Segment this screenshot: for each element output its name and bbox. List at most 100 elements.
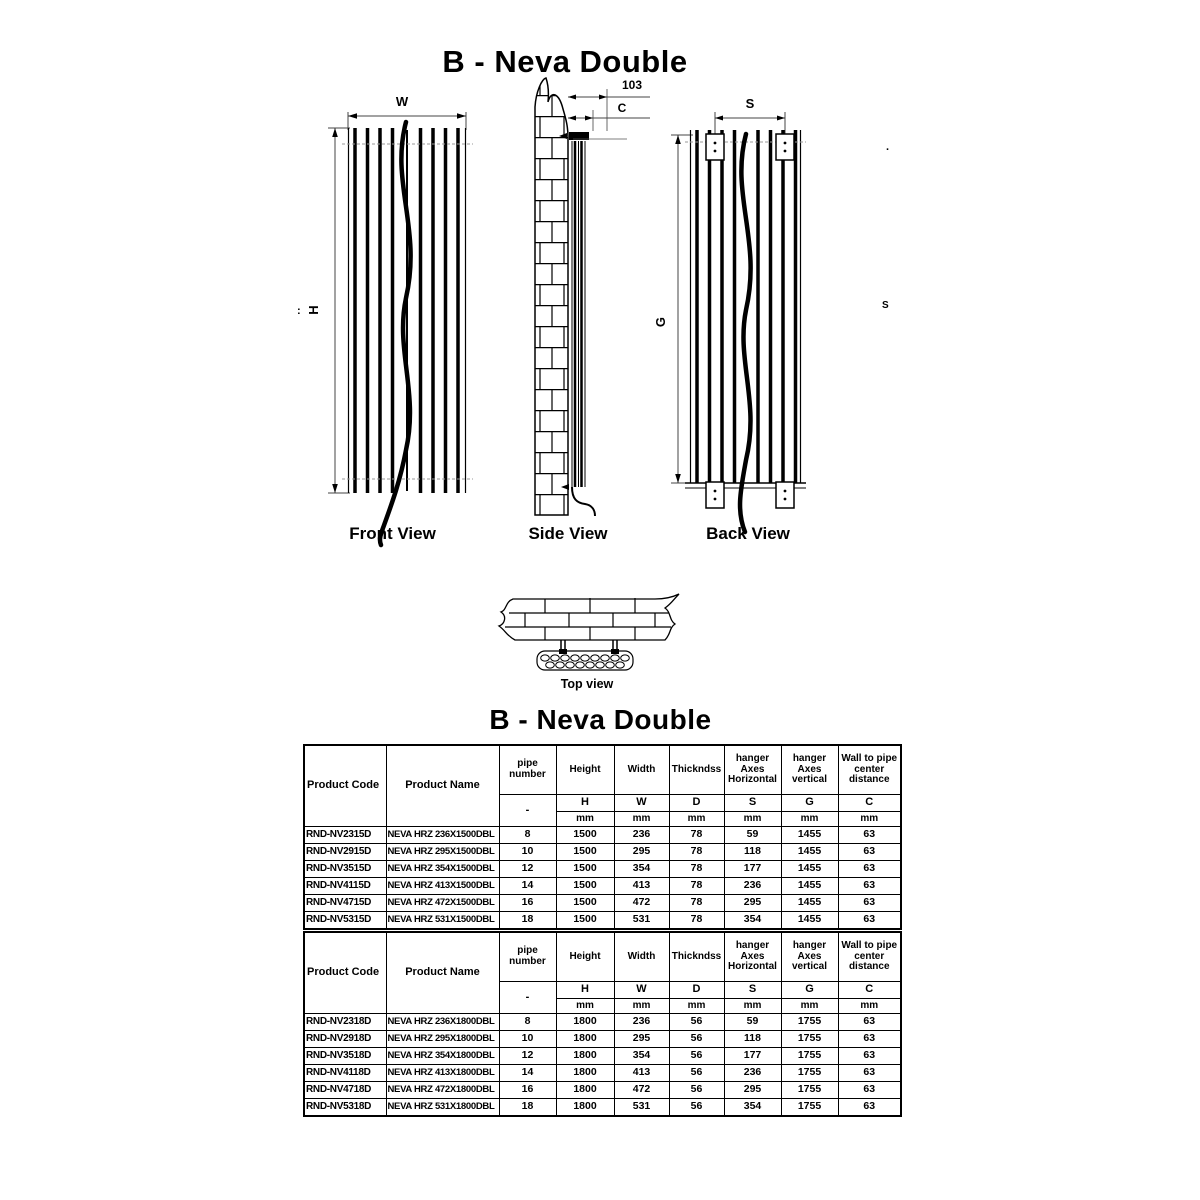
value-cell: 14 (498, 877, 557, 895)
value-cell: 10 (498, 843, 557, 861)
value-cell: 1455 (780, 894, 839, 912)
unit-header: mm (723, 811, 782, 827)
value-cell: 56 (668, 1013, 725, 1031)
product-code-cell: RND-NV2315D (303, 826, 387, 844)
value-cell: 56 (668, 1064, 725, 1082)
product-code-header: Product Code (303, 931, 387, 1014)
value-cell: 295 (723, 1081, 782, 1099)
pipe-number-symbol: - (498, 794, 557, 827)
value-cell: 236 (723, 1064, 782, 1082)
front-height-dim-label: H (306, 305, 321, 314)
value-cell: 1800 (555, 1081, 615, 1099)
value-cell: 63 (837, 894, 902, 912)
symbol-header: G (780, 794, 839, 812)
value-cell: 63 (837, 911, 902, 930)
unit-header: mm (613, 811, 670, 827)
drawing-title: B - Neva Double (442, 44, 688, 79)
value-cell: 63 (837, 1098, 902, 1117)
column-header: Wall to pipe center distance (837, 931, 902, 982)
table-row: RND-NV5318D NEVA HRZ 531X1800DBL 18 1800 531… (303, 1098, 902, 1117)
back-hanger-height-label: G (655, 317, 668, 327)
side-wall-center-dim-label: C (618, 101, 627, 115)
value-cell: 354 (723, 911, 782, 930)
value-cell: 236 (613, 1013, 670, 1031)
value-cell: 413 (613, 877, 670, 895)
product-code-header: Product Code (303, 744, 387, 827)
product-name-header: Product Name (385, 931, 500, 1014)
table-row: RND-NV4118D NEVA HRZ 413X1800DBL 14 1800 413… (303, 1064, 902, 1082)
value-cell: 295 (723, 894, 782, 912)
value-cell: 63 (837, 860, 902, 878)
value-cell: 8 (498, 826, 557, 844)
value-cell: 1800 (555, 1047, 615, 1065)
symbol-header: D (668, 981, 725, 999)
unit-header: mm (613, 998, 670, 1014)
spec-section-title: B - Neva Double (489, 704, 712, 735)
front-width-dim-label: W (396, 94, 409, 109)
column-header: pipe number (498, 931, 557, 982)
column-header: Thickndss (668, 744, 725, 795)
unit-header: mm (668, 998, 725, 1014)
product-code-cell: RND-NV4118D (303, 1064, 387, 1082)
product-name-header: Product Name (385, 744, 500, 827)
value-cell: 354 (613, 860, 670, 878)
value-cell: 531 (613, 911, 670, 930)
product-name-cell: NEVA HRZ 531X1500DBL (385, 911, 500, 930)
value-cell: 56 (668, 1098, 725, 1117)
value-cell: 531 (613, 1098, 670, 1117)
symbol-header: H (555, 794, 615, 812)
symbol-header: G (780, 981, 839, 999)
value-cell: 8 (498, 1013, 557, 1031)
side-depth-dim-label: 103 (622, 78, 642, 92)
value-cell: 63 (837, 826, 902, 844)
unit-header: mm (780, 998, 839, 1014)
value-cell: 63 (837, 1013, 902, 1031)
value-cell: 78 (668, 843, 725, 861)
value-cell: 78 (668, 860, 725, 878)
value-cell: 1455 (780, 877, 839, 895)
column-header: hanger Axes Horizontal (723, 744, 782, 795)
back-hanger-span-label: S (746, 96, 755, 111)
symbol-header: D (668, 794, 725, 812)
back-stray-dot: . (886, 141, 889, 153)
value-cell: 63 (837, 1064, 902, 1082)
pipe-number-symbol: - (498, 981, 557, 1014)
value-cell: 78 (668, 911, 725, 930)
value-cell: 472 (613, 1081, 670, 1099)
value-cell: 295 (613, 1030, 670, 1048)
value-cell: 1455 (780, 843, 839, 861)
value-cell: 1455 (780, 826, 839, 844)
spec-table-1800-container: Product Code Product Name pipe number Heigh… (303, 931, 902, 1117)
value-cell: 1755 (780, 1047, 839, 1065)
back-stray-s: S (882, 300, 889, 311)
value-cell: 1500 (555, 860, 615, 878)
top-view-label: Top view (560, 677, 614, 691)
value-cell: 63 (837, 1030, 902, 1048)
value-cell: 1800 (555, 1098, 615, 1117)
symbol-header: S (723, 981, 782, 999)
value-cell: 118 (723, 1030, 782, 1048)
product-code-cell: RND-NV3518D (303, 1047, 387, 1065)
value-cell: 1755 (780, 1013, 839, 1031)
symbol-header: C (837, 981, 902, 999)
symbol-header: C (837, 794, 902, 812)
value-cell: 59 (723, 826, 782, 844)
table-row: RND-NV2318D NEVA HRZ 236X1800DBL 8 1800 236 5… (303, 1013, 902, 1031)
value-cell: 354 (723, 1098, 782, 1117)
value-cell: 16 (498, 894, 557, 912)
product-name-cell: NEVA HRZ 531X1800DBL (385, 1098, 500, 1117)
table-row: RND-NV3518D NEVA HRZ 354X1800DBL 12 1800 354… (303, 1047, 902, 1065)
value-cell: 10 (498, 1030, 557, 1048)
value-cell: 56 (668, 1030, 725, 1048)
back-view-drawing: S G . S (655, 96, 889, 535)
column-header: Height (555, 744, 615, 795)
value-cell: 354 (613, 1047, 670, 1065)
product-name-cell: NEVA HRZ 472X1500DBL (385, 894, 500, 912)
top-view-drawing (497, 593, 680, 671)
value-cell: 1755 (780, 1081, 839, 1099)
symbol-header: H (555, 981, 615, 999)
value-cell: 295 (613, 843, 670, 861)
value-cell: 177 (723, 860, 782, 878)
value-cell: 1800 (555, 1030, 615, 1048)
product-code-cell: RND-NV3515D (303, 860, 387, 878)
